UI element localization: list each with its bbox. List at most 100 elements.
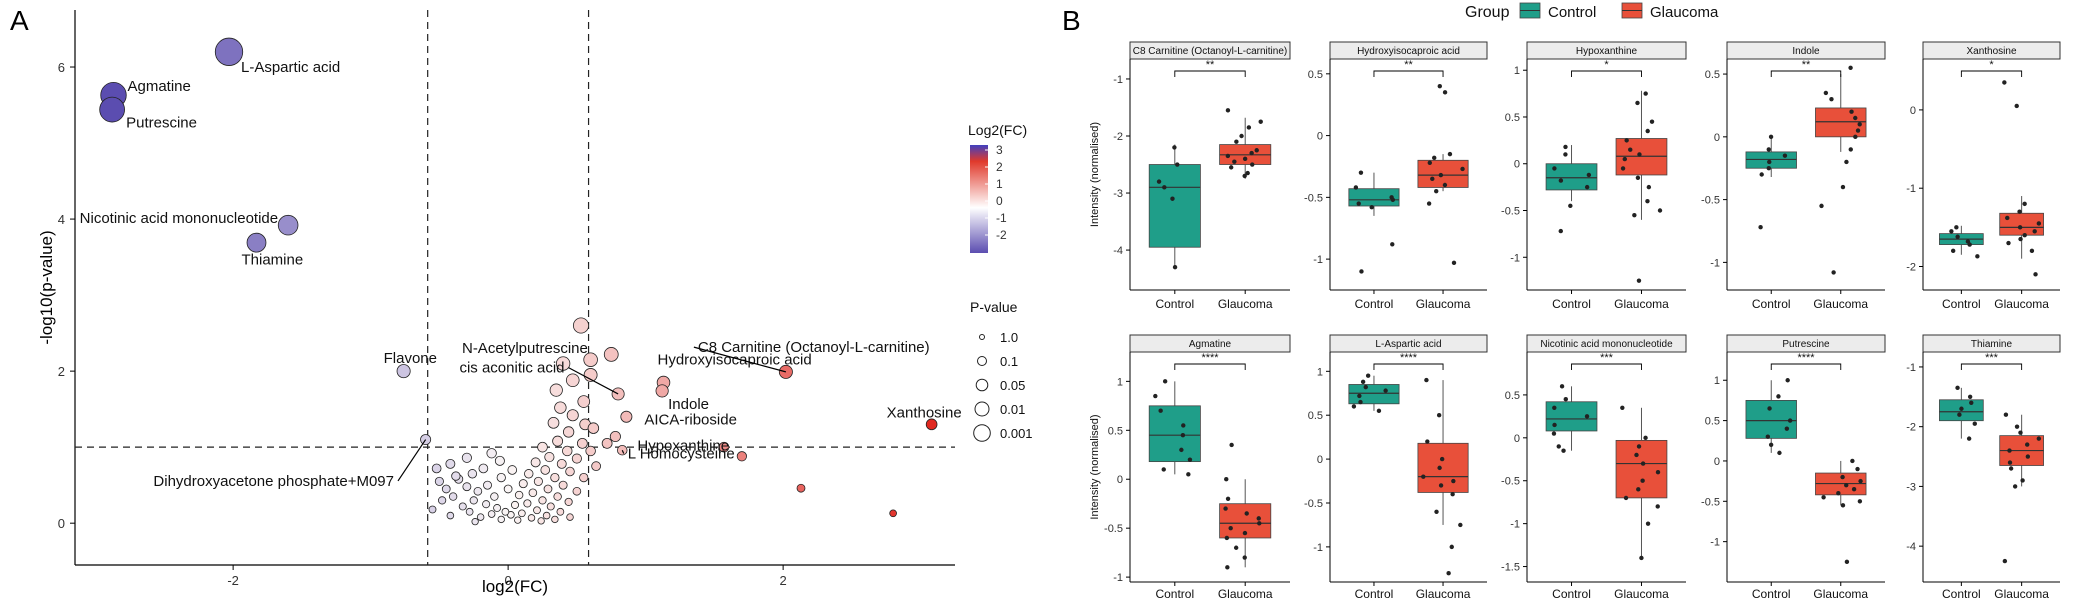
size-legend-circle [973, 424, 991, 442]
y-axis-title: -log10(p-value) [37, 230, 56, 344]
jitter-point [1229, 442, 1234, 448]
jitter-point [1628, 147, 1633, 152]
panel-title: Hypoxanthine [1576, 46, 1638, 57]
labeled-data-point [214, 37, 244, 66]
significance-bracket [1373, 363, 1444, 370]
boxplot-grid: C8 Carnitine (Octanoyl-L-carnitine) -1 -2 -… [1089, 41, 2061, 601]
jitter-point [1258, 119, 1263, 124]
data-point [546, 502, 555, 511]
panel-x-tick-label: Control [1942, 587, 1981, 601]
panel-x-tick-label: Glaucoma [1416, 587, 1471, 601]
jitter-point [1850, 458, 1855, 464]
panel-strip [1526, 334, 1687, 353]
data-point [551, 515, 559, 524]
data-point [538, 496, 547, 505]
panel-y-tick-label: 0.5 [1705, 416, 1720, 428]
jitter-point [1768, 134, 1774, 140]
boxplot-panel: C8 Carnitine (Octanoyl-L-carnitine) -1 -2 -… [1113, 41, 1291, 311]
panel-y-tick-label: 0.5 [1505, 112, 1520, 124]
jitter-point [2002, 80, 2007, 85]
boxplot-panel: Hypoxanthine 1 0.5 0 -0.5 -1 Control Glaucoma * [1501, 41, 1687, 311]
jitter-point [1844, 559, 1850, 565]
jitter-point [1250, 162, 1255, 167]
data-point [571, 453, 582, 464]
panel-y-tick-label: 0 [1317, 131, 1323, 143]
jitter-point [2025, 454, 2031, 459]
data-point [490, 492, 499, 501]
jitter-point [1438, 483, 1444, 488]
jitter-point [1437, 465, 1442, 471]
jitter-point [2007, 460, 2013, 465]
jitter-point [1436, 413, 1442, 418]
jitter-point [1242, 530, 1248, 536]
jitter-point [1369, 205, 1374, 210]
data-point [583, 352, 598, 367]
jitter-point [1819, 203, 1824, 209]
jitter-point [1558, 178, 1564, 183]
point-label: Nicotinic acid mononucleotide [80, 210, 278, 227]
jitter-point [1390, 242, 1395, 247]
boxplot-panel: Agmatine 1 0.5 0 -0.5 -1 Control Glaucoma **** [1104, 334, 1291, 601]
panel-x-tick-label: Glaucoma [1994, 587, 2049, 601]
jitter-point [1228, 165, 1234, 170]
panel-y-tick-label: -0.5 [1104, 523, 1123, 535]
data-point [434, 476, 444, 486]
data-point [558, 480, 568, 490]
data-point [523, 499, 532, 508]
boxplot-panel: Hydroxyisocaproic acid 0.5 0 -0.5 -1 Control G… [1304, 41, 1488, 311]
jitter-point [1831, 270, 1836, 275]
jitter-point [1351, 404, 1357, 409]
data-point [469, 496, 478, 505]
jitter-point [2008, 466, 2014, 471]
panel-x-tick-label: Control [1752, 297, 1791, 311]
panel-y-tick-label: -0.5 [1501, 476, 1520, 488]
point-label: L Homocysteine [628, 446, 735, 463]
panel-y-tick-label: 0.5 [1308, 410, 1323, 422]
data-point [549, 383, 563, 397]
jitter-point [1969, 400, 1974, 405]
panel-title: Nicotinic acid mononucleotide [1540, 339, 1673, 350]
boxplot-y-axis-title: Intensity (normalised) [1089, 414, 1101, 519]
group-legend: Group Control Glaucoma [1465, 2, 1719, 21]
data-point [486, 448, 497, 459]
jitter-point [1640, 478, 1645, 483]
data-point [547, 416, 560, 429]
jitter-point [1439, 456, 1445, 462]
jitter-point [1224, 535, 1230, 541]
jitter-point [1449, 544, 1454, 550]
data-point [566, 409, 579, 422]
jitter-point [2029, 248, 2035, 254]
jitter-point [1446, 571, 1451, 576]
jitter-point [1421, 474, 1426, 479]
panel-x-tick-label: Control [1155, 587, 1194, 601]
data-point [542, 511, 551, 520]
panel-y-tick-label: -0.5 [1304, 192, 1323, 204]
data-point [796, 483, 806, 493]
jitter-point [1172, 264, 1178, 270]
significance-bracket [1770, 70, 1842, 77]
data-point [889, 509, 897, 518]
size-legend-circle [974, 401, 990, 417]
labeled-data-point [925, 418, 938, 431]
data-point [478, 463, 489, 474]
data-point [543, 484, 553, 494]
panel-y-tick-label: 0 [1514, 159, 1520, 171]
jitter-point [1242, 173, 1247, 179]
jitter-point [1225, 565, 1230, 570]
jitter-point [1424, 377, 1429, 383]
jitter-point [1966, 436, 1972, 441]
data-point [527, 514, 536, 522]
data-point [467, 469, 478, 479]
panel-x-tick-label: Control [1155, 297, 1194, 311]
data-point [552, 435, 564, 447]
jitter-point [1848, 65, 1853, 70]
boxplot-panel: Nicotinic acid mononucleotide 0.5 0 -0.5 -1 -… [1501, 334, 1687, 601]
jitter-point [1759, 172, 1764, 177]
point-label: N-Acetylputrescine [462, 340, 588, 357]
jitter-point [1840, 474, 1845, 480]
data-point [591, 461, 602, 472]
panel-y-tick-label: -2 [1113, 131, 1123, 143]
jitter-point [1620, 166, 1626, 171]
significance-label: *** [1985, 352, 1999, 364]
panel-y-tick-label: 1 [1117, 376, 1123, 388]
